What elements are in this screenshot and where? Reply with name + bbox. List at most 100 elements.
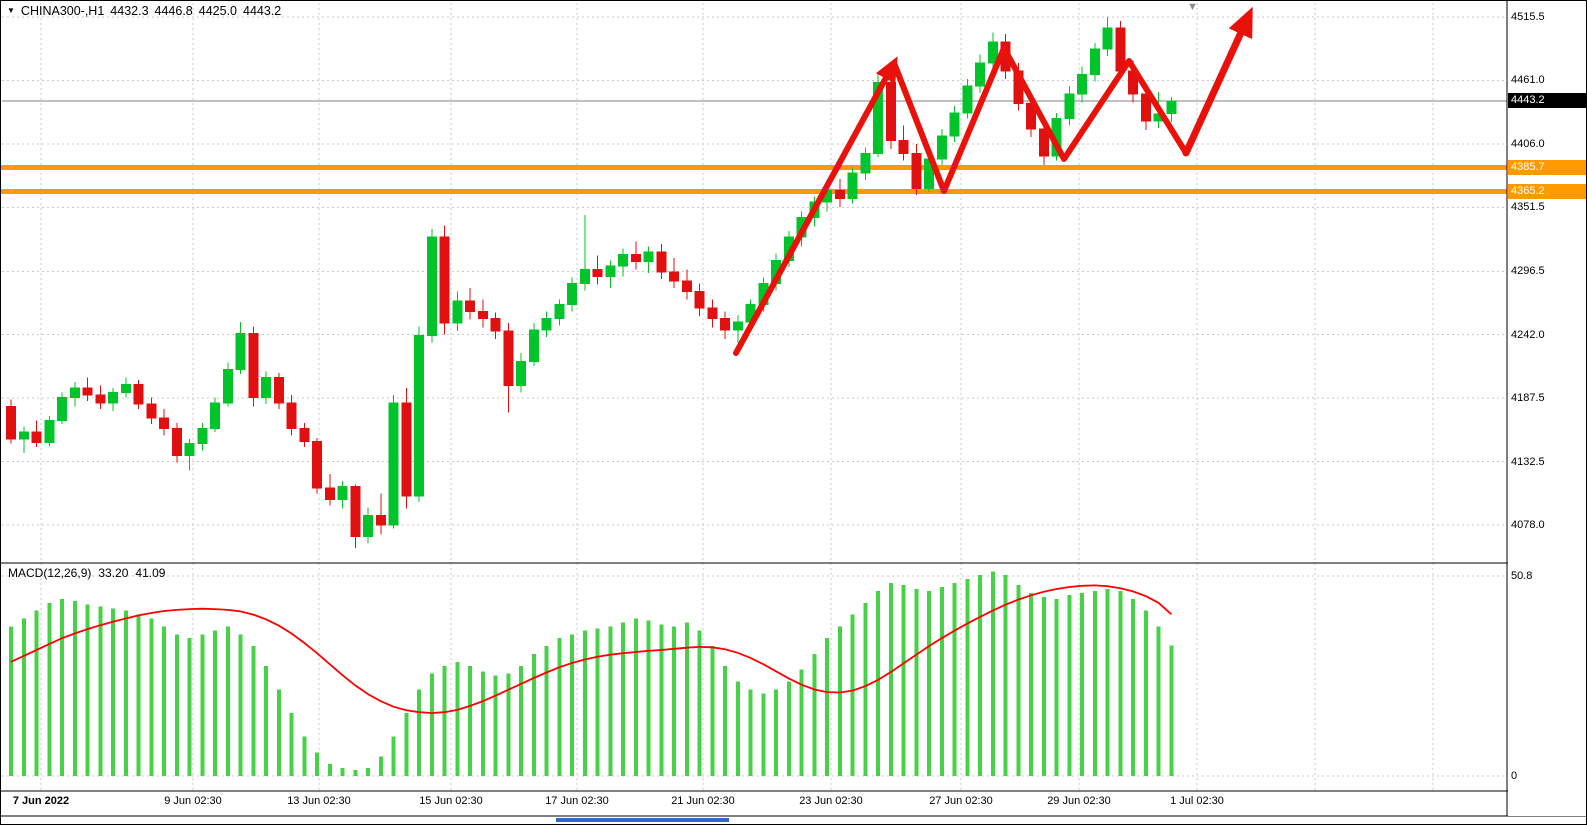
price-lines-layer	[1, 100, 1507, 195]
candle	[630, 241, 641, 270]
candle	[618, 248, 628, 277]
macd-histogram-bar	[761, 693, 766, 776]
price-axis-label: 4078.0	[1511, 519, 1545, 531]
macd-name: MACD(12,26,9)	[8, 566, 92, 580]
scrollbar-thumb[interactable]	[556, 818, 729, 822]
candle	[949, 105, 960, 142]
price-axis[interactable]: 4515.5 4461.0 4406.0 4351.5 4296.5 4242.0 4187…	[1508, 1, 1586, 816]
candle	[6, 399, 16, 444]
candle	[516, 353, 526, 393]
macd-histogram-bar	[480, 671, 485, 776]
candle	[69, 382, 80, 407]
candle	[911, 144, 922, 196]
macd-histogram-bar	[327, 764, 332, 776]
macd-layer	[9, 571, 1174, 776]
macd-histogram-bar	[149, 618, 154, 776]
candle	[261, 371, 271, 405]
candles-layer	[6, 17, 1177, 549]
symbol-dropdown-icon[interactable]: ▼	[7, 6, 15, 15]
trend-arrow-segment[interactable]	[1182, 6, 1253, 157]
macd-histogram-bar	[710, 646, 715, 776]
macd-histogram-bar	[455, 661, 460, 776]
candle	[694, 283, 705, 316]
price-badge: 4365.2	[1508, 184, 1586, 200]
macd-histogram-bar	[442, 665, 447, 776]
macd-histogram-bar	[366, 768, 370, 776]
macd-histogram-bar	[238, 634, 243, 776]
macd-histogram-bar	[748, 689, 753, 776]
price-axis-label: 4132.5	[1511, 455, 1545, 468]
candle	[1140, 87, 1151, 131]
candle	[452, 291, 463, 332]
trend-arrow-segment[interactable]	[891, 45, 1189, 194]
candle	[605, 260, 616, 289]
candle	[95, 385, 106, 409]
trend-arrow-segment[interactable]	[733, 56, 898, 356]
candle	[860, 147, 871, 181]
macd-histogram-bar	[85, 604, 90, 776]
candle	[146, 397, 157, 424]
candle	[375, 493, 386, 535]
macd-histogram-bar	[21, 618, 26, 776]
candle	[299, 422, 310, 448]
candle	[120, 377, 131, 398]
macd-histogram-bar	[429, 673, 434, 776]
time-axis[interactable]: 7 Jun 2022 9 Jun 02:30 13 Jun 02:30 15 Jun …	[1, 792, 1586, 816]
macd-histogram-bar	[213, 630, 217, 776]
macd-histogram-bar	[1016, 585, 1021, 776]
candle	[503, 322, 514, 413]
macd-histogram-bar	[786, 681, 791, 776]
macd-histogram-bar	[684, 622, 689, 776]
candle	[732, 314, 743, 343]
macd-histogram-bar	[876, 590, 880, 776]
price-axis-label: 4515.5	[1511, 11, 1545, 23]
candle	[681, 269, 692, 300]
macd-histogram-bar	[251, 646, 256, 776]
candle	[567, 277, 577, 312]
macd-histogram-bar	[1067, 594, 1072, 776]
candle	[439, 225, 450, 335]
candle	[554, 299, 565, 326]
macd-histogram-bar	[111, 608, 115, 776]
macd-histogram-bar	[837, 626, 842, 776]
chart-shift-marker-icon[interactable]: ▼	[1187, 1, 1198, 13]
candle	[312, 437, 322, 494]
macd-histogram-bar	[302, 736, 307, 776]
candle	[222, 362, 233, 407]
ohlc-high: 4446.8	[154, 4, 193, 18]
candle	[898, 125, 909, 161]
macd-histogram-bar	[595, 628, 600, 776]
macd-histogram-bar	[633, 618, 638, 776]
candle	[847, 167, 858, 204]
candle	[1166, 96, 1177, 123]
candle	[388, 394, 399, 529]
macd-histogram-bar	[582, 630, 587, 776]
time-axis-label: 29 Jun 02:30	[1047, 795, 1111, 807]
macd-histogram-bar	[72, 600, 77, 776]
macd-histogram-bar	[697, 630, 702, 776]
macd-histogram-bar	[914, 588, 919, 776]
macd-histogram-bar	[1080, 592, 1084, 776]
symbol-header: ▼ CHINA300-,H1 4432.3 4446.8 4425.0 4443…	[7, 4, 281, 18]
price-axis-label: 4242.0	[1511, 328, 1545, 341]
macd-histogram-bar	[1003, 575, 1008, 776]
candle	[834, 178, 845, 207]
ohlc-close: 4443.2	[243, 4, 282, 18]
macd-histogram-bar	[34, 610, 39, 776]
candle	[1038, 120, 1049, 166]
candle	[210, 397, 220, 433]
candle	[643, 246, 654, 274]
macd-histogram-bar	[863, 602, 868, 776]
candle	[159, 408, 169, 436]
candle	[286, 394, 297, 436]
macd-histogram-bar	[1092, 590, 1097, 776]
macd-histogram-bar	[468, 665, 472, 776]
symbol-name: CHINA300-,H1	[20, 4, 105, 18]
macd-histogram-bar	[1041, 596, 1046, 776]
price-axis-label: 4461.0	[1511, 74, 1545, 87]
macd-histogram-bar	[519, 665, 523, 776]
macd-histogram-bar	[646, 620, 651, 776]
candle	[82, 377, 93, 401]
macd-signal-value: 41.09	[135, 566, 166, 580]
